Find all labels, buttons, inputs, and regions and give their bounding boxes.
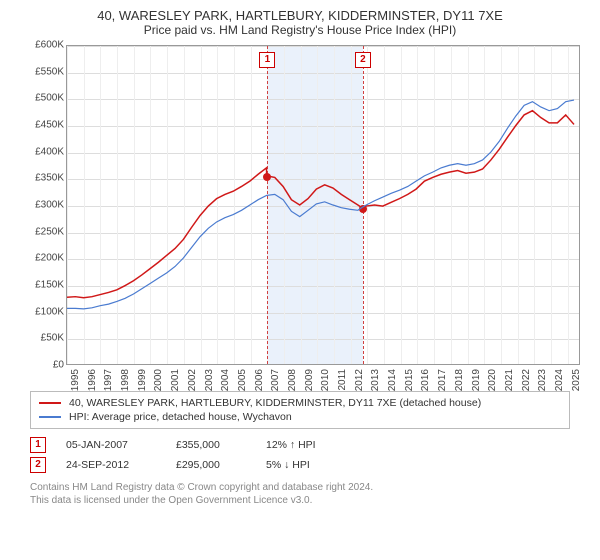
event-note: 5% ↓ HPI xyxy=(266,459,310,471)
legend-swatch xyxy=(39,402,61,404)
series-svg xyxy=(67,46,579,364)
x-tick-label: 2019 xyxy=(471,369,487,391)
event-date: 05-JAN-2007 xyxy=(66,439,156,451)
chart-title-block: 40, WARESLEY PARK, HARTLEBURY, KIDDERMIN… xyxy=(0,0,600,41)
event-badge: 1 xyxy=(30,437,46,453)
y-tick-label: £50K xyxy=(20,333,64,344)
y-tick-label: £150K xyxy=(20,280,64,291)
y-tick-label: £500K xyxy=(20,93,64,104)
x-tick-label: 2013 xyxy=(370,369,386,391)
x-tick-label: 2012 xyxy=(354,369,370,391)
event-price: £295,000 xyxy=(176,459,246,471)
x-tick-label: 2020 xyxy=(487,369,503,391)
x-tick-label: 2007 xyxy=(270,369,286,391)
x-tick-label: 1996 xyxy=(87,369,103,391)
legend-item: 40, WARESLEY PARK, HARTLEBURY, KIDDERMIN… xyxy=(39,396,561,410)
y-tick-label: £200K xyxy=(20,253,64,264)
x-tick-label: 2017 xyxy=(437,369,453,391)
x-tick-label: 1999 xyxy=(137,369,153,391)
x-tick-label: 2002 xyxy=(187,369,203,391)
y-tick-label: £100K xyxy=(20,306,64,317)
legend-label: 40, WARESLEY PARK, HARTLEBURY, KIDDERMIN… xyxy=(69,397,481,409)
x-tick-label: 2022 xyxy=(521,369,537,391)
x-tick-label: 1995 xyxy=(70,369,86,391)
x-tick-label: 2006 xyxy=(254,369,270,391)
x-tick-label: 2003 xyxy=(204,369,220,391)
x-tick-label: 2023 xyxy=(537,369,553,391)
event-note: 12% ↑ HPI xyxy=(266,439,316,451)
legend-swatch xyxy=(39,416,61,418)
x-tick-label: 2001 xyxy=(170,369,186,391)
x-tick-label: 1997 xyxy=(103,369,119,391)
x-tick-label: 2024 xyxy=(554,369,570,391)
x-tick-label: 2014 xyxy=(387,369,403,391)
series-line xyxy=(67,100,574,309)
legend-label: HPI: Average price, detached house, Wych… xyxy=(69,411,292,423)
y-tick-label: £550K xyxy=(20,66,64,77)
x-tick-label: 2016 xyxy=(420,369,436,391)
x-tick-label: 1998 xyxy=(120,369,136,391)
x-tick-label: 2011 xyxy=(337,369,353,391)
plot-region: 12 xyxy=(66,45,580,365)
footer-line1: Contains HM Land Registry data © Crown c… xyxy=(30,481,570,494)
series-line xyxy=(67,111,574,298)
y-tick-label: £0 xyxy=(20,360,64,371)
x-tick-label: 2000 xyxy=(153,369,169,391)
y-tick-label: £400K xyxy=(20,146,64,157)
chart-area: 12 £0 £50K £100K £150K £200K £250K £300K £350K £… xyxy=(20,45,580,385)
y-tick-label: £350K xyxy=(20,173,64,184)
x-tick-label: 2025 xyxy=(571,369,587,391)
event-price: £355,000 xyxy=(176,439,246,451)
x-tick-label: 2009 xyxy=(304,369,320,391)
x-tick-label: 2021 xyxy=(504,369,520,391)
x-tick-label: 2015 xyxy=(404,369,420,391)
event-row: 2 24-SEP-2012 £295,000 5% ↓ HPI xyxy=(30,455,570,475)
events-table: 1 05-JAN-2007 £355,000 12% ↑ HPI 2 24-SE… xyxy=(30,435,570,475)
x-tick-label: 2018 xyxy=(454,369,470,391)
y-tick-label: £600K xyxy=(20,40,64,51)
x-tick-label: 2010 xyxy=(320,369,336,391)
event-date: 24-SEP-2012 xyxy=(66,459,156,471)
y-tick-label: £250K xyxy=(20,226,64,237)
x-tick-label: 2004 xyxy=(220,369,236,391)
chart-title-line1: 40, WARESLEY PARK, HARTLEBURY, KIDDERMIN… xyxy=(0,8,600,23)
y-tick-label: £450K xyxy=(20,120,64,131)
x-tick-label: 2008 xyxy=(287,369,303,391)
event-row: 1 05-JAN-2007 £355,000 12% ↑ HPI xyxy=(30,435,570,455)
footer-line2: This data is licensed under the Open Gov… xyxy=(30,494,570,507)
chart-title-line2: Price paid vs. HM Land Registry's House … xyxy=(0,23,600,37)
x-tick-label: 2005 xyxy=(237,369,253,391)
footer: Contains HM Land Registry data © Crown c… xyxy=(30,481,570,507)
legend-item: HPI: Average price, detached house, Wych… xyxy=(39,410,561,424)
y-tick-label: £300K xyxy=(20,200,64,211)
legend: 40, WARESLEY PARK, HARTLEBURY, KIDDERMIN… xyxy=(30,391,570,429)
event-badge: 2 xyxy=(30,457,46,473)
